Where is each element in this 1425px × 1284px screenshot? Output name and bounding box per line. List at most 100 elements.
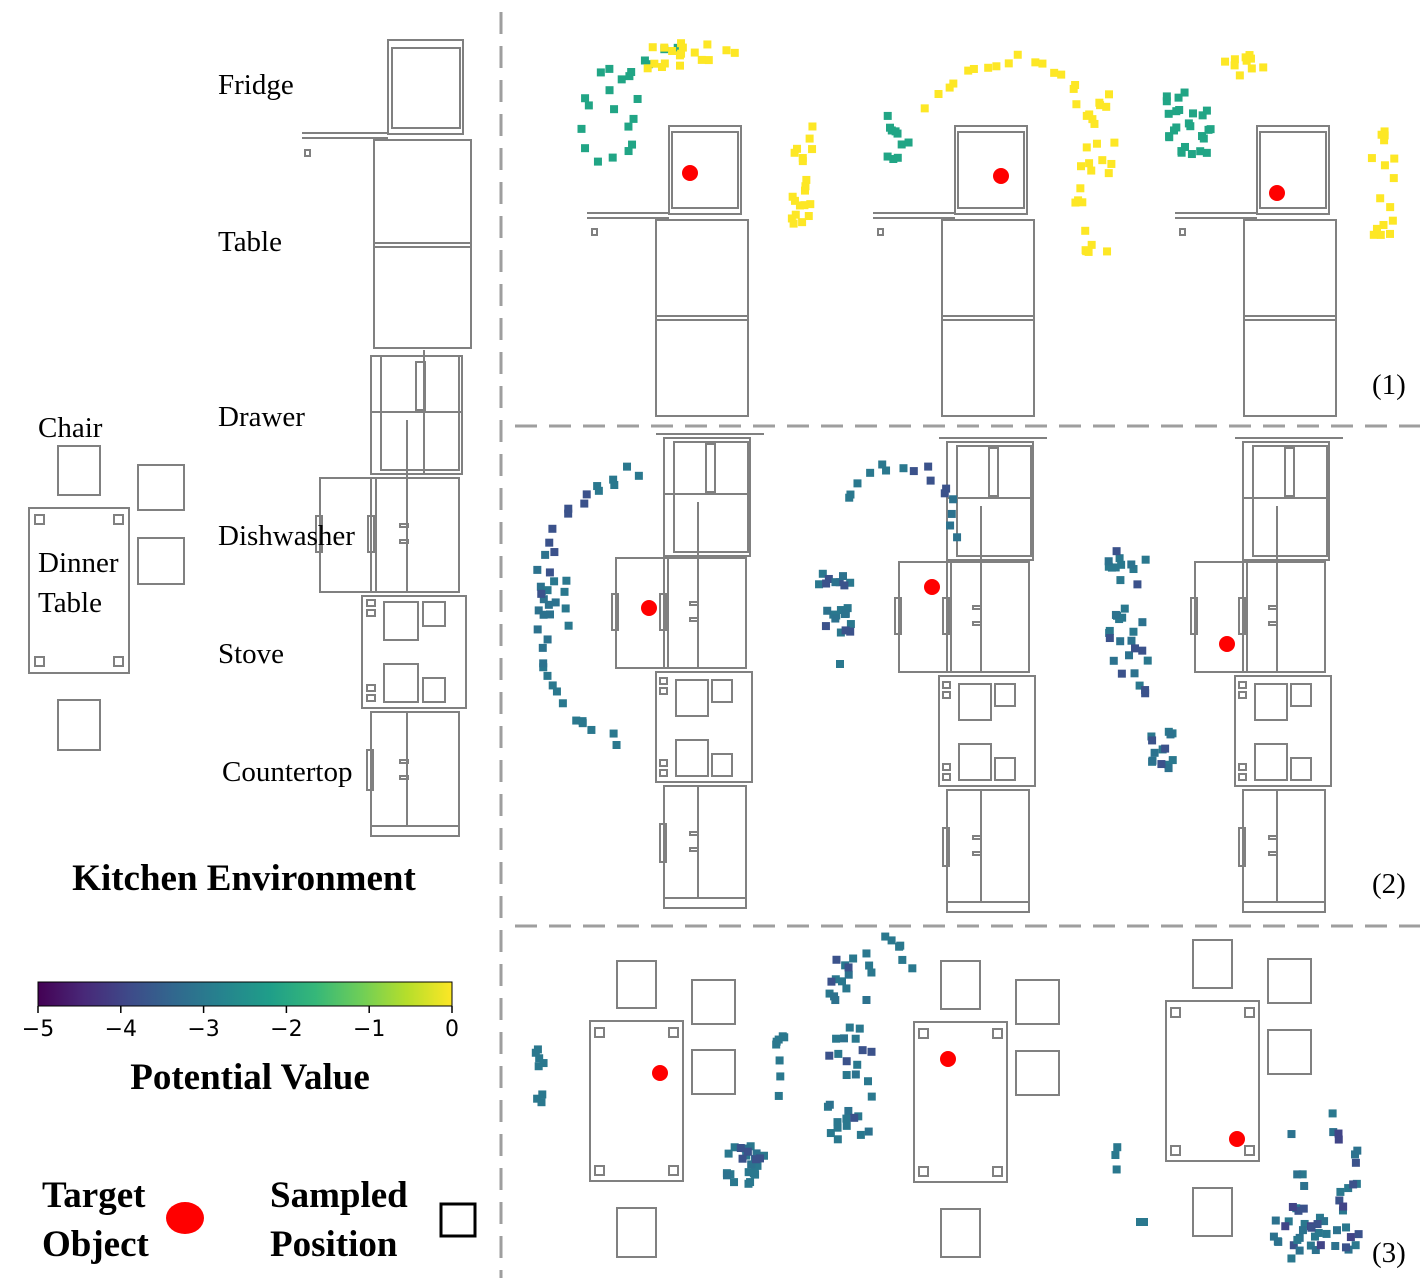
row-label-3: (3) (1372, 1237, 1406, 1269)
sampled-position (677, 49, 686, 58)
sampled-position (1344, 1184, 1353, 1193)
sampled-position (1082, 143, 1091, 152)
sampled-position (724, 1149, 733, 1158)
sampled-position (1281, 1222, 1290, 1231)
sampled-position (1298, 1226, 1307, 1235)
sampled-position (1329, 1128, 1338, 1137)
sampled-position (1087, 240, 1096, 249)
sampled-position (835, 578, 844, 587)
sampled-position (538, 1090, 547, 1099)
sampled-position (1287, 1130, 1296, 1139)
sampled-position (1372, 224, 1381, 233)
sampled-position (1107, 159, 1116, 168)
sampled-position (660, 43, 669, 52)
fridge-scene (577, 39, 817, 417)
sampled-position (883, 111, 892, 120)
sampled-position (904, 138, 913, 147)
sampled-position (660, 59, 669, 68)
sampled-position (1117, 560, 1126, 569)
sampled-position (1117, 669, 1126, 678)
sampled-position (1199, 134, 1208, 143)
sampled-position (815, 580, 824, 589)
target-object (993, 168, 1009, 184)
sampled-position (1057, 70, 1066, 79)
sampled-position (1247, 64, 1256, 73)
sampled-position (1050, 68, 1059, 77)
sampled-position (1125, 651, 1134, 660)
sampled-position (1105, 634, 1114, 643)
sampled-position (581, 94, 590, 103)
sampled-position (883, 152, 892, 161)
sampled-position (1316, 1241, 1325, 1250)
sampled-position (858, 1046, 867, 1055)
sampled-position (837, 977, 846, 986)
sampled-position (1187, 150, 1196, 159)
sampled-position (558, 699, 567, 708)
sampled-position (1390, 154, 1399, 163)
sampled-position (605, 64, 614, 73)
sampled-position (964, 66, 973, 75)
dinner-table-scene (1111, 939, 1363, 1263)
label-dishwasher: Dishwasher (218, 520, 355, 552)
sampled-position (623, 462, 632, 471)
sampled-position (539, 1059, 548, 1068)
colorbar-tick-label: −4 (105, 1017, 137, 1042)
sampled-position (543, 635, 552, 644)
sampled-position (1300, 1181, 1309, 1190)
sampled-position (1351, 1158, 1360, 1167)
sampled-position (643, 64, 652, 73)
sampled-position (533, 1094, 542, 1103)
sampled-position (564, 509, 573, 518)
sampled-position (1162, 97, 1171, 106)
sampled-position (1085, 159, 1094, 168)
sampled-position (1174, 93, 1183, 102)
sampled-position (1307, 1223, 1316, 1232)
sampled-position (594, 486, 603, 495)
sampled-position (1246, 54, 1255, 63)
sampled-position (945, 83, 954, 92)
sampled-position (537, 589, 546, 598)
sampled-position (1096, 101, 1105, 110)
sampled-position (845, 1023, 854, 1032)
sampled-position (1221, 57, 1230, 66)
sampled-position (1386, 203, 1395, 212)
sampled-position (969, 64, 978, 73)
sampled-position (842, 1121, 851, 1130)
sampled-position (533, 625, 542, 634)
sampled-position (1336, 1187, 1345, 1196)
sampled-position (1111, 1151, 1120, 1160)
sampled-position (831, 975, 840, 984)
sampled-position (882, 466, 891, 475)
sampled-position (798, 218, 807, 227)
sampled-position (1127, 636, 1136, 645)
sampled-position (533, 565, 542, 574)
sampled-position (1127, 560, 1136, 569)
sampled-position (1168, 756, 1177, 765)
stove-outline (361, 595, 467, 709)
sampled-position (1150, 748, 1159, 757)
sampled-position (774, 1091, 783, 1100)
sampled-position (893, 153, 902, 162)
sampled-position (836, 628, 845, 637)
sampled-position (534, 1062, 543, 1071)
sampled-position (1269, 1232, 1278, 1241)
sampled-position (838, 572, 847, 581)
sampled-position (1143, 656, 1152, 665)
sampled-position (849, 954, 858, 963)
sampled-position (1376, 230, 1385, 239)
sampled-position (821, 622, 830, 631)
sampled-position (541, 550, 550, 559)
sampled-position (1331, 1241, 1340, 1250)
row-label-2: (2) (1372, 868, 1406, 900)
sampled-position (624, 122, 633, 131)
sampled-position (854, 1112, 863, 1121)
sampled-position (1293, 1170, 1302, 1179)
sampled-position (584, 101, 593, 110)
sampled-position (1120, 604, 1129, 613)
sampled-position (545, 538, 554, 547)
sampled-position (749, 1169, 758, 1178)
sampled-position (855, 1024, 864, 1033)
sampled-position (846, 620, 855, 629)
sampled-position (940, 489, 949, 498)
sampled-position (1332, 1226, 1341, 1235)
